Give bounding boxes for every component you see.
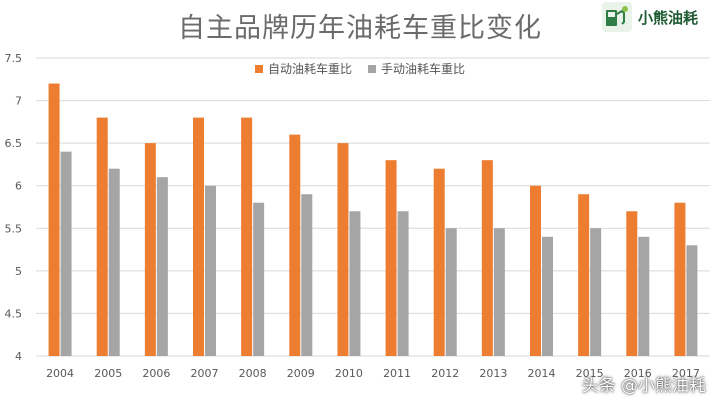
bar-auto bbox=[481, 160, 493, 356]
bar-auto bbox=[433, 168, 445, 356]
bar-auto bbox=[241, 117, 253, 356]
legend-swatch-manual bbox=[368, 64, 376, 73]
bar-auto bbox=[385, 160, 397, 356]
bar-auto bbox=[626, 211, 638, 356]
watermark: 头条 @小熊油耗 bbox=[581, 376, 706, 396]
x-tick-label: 2017 bbox=[672, 367, 700, 380]
bar-auto bbox=[289, 134, 301, 356]
x-tick-label: 2013 bbox=[479, 367, 507, 380]
bar-manual bbox=[590, 228, 602, 356]
x-tick-label: 2005 bbox=[94, 367, 122, 380]
x-tick-label: 2014 bbox=[528, 367, 556, 380]
y-tick-label: 4.5 bbox=[5, 307, 23, 320]
bar-manual bbox=[493, 228, 505, 356]
bar-auto bbox=[48, 83, 60, 357]
legend-item-manual: 手动油耗车重比 bbox=[368, 60, 465, 77]
x-tick-label: 2008 bbox=[239, 367, 267, 380]
bar-auto bbox=[96, 117, 108, 356]
bar-auto bbox=[193, 117, 204, 356]
bar-manual bbox=[156, 177, 168, 356]
y-tick-label: 4 bbox=[15, 350, 22, 363]
x-tick-label: 2004 bbox=[46, 367, 74, 380]
x-tick-label: 2007 bbox=[191, 367, 219, 380]
x-tick-label: 2016 bbox=[624, 367, 652, 380]
bar-auto bbox=[578, 194, 590, 356]
chart-title: 自主品牌历年油耗车重比变化 bbox=[178, 13, 542, 44]
legend-label-auto: 自动油耗车重比 bbox=[267, 62, 352, 76]
legend-swatch-auto bbox=[254, 64, 263, 73]
bar-manual bbox=[205, 185, 216, 356]
bar-manual bbox=[253, 202, 265, 356]
x-tick-label: 2010 bbox=[335, 367, 363, 380]
bar-manual bbox=[60, 151, 72, 356]
x-tick-label: 2015 bbox=[576, 367, 604, 380]
bar-auto bbox=[337, 143, 349, 356]
fuel-pump-icon bbox=[602, 2, 632, 32]
y-tick-label: 6.5 bbox=[5, 137, 23, 150]
x-tick-label: 2006 bbox=[142, 367, 170, 380]
bar-manual bbox=[301, 194, 313, 356]
x-tick-label: 2009 bbox=[287, 367, 315, 380]
y-tick-label: 5 bbox=[15, 265, 22, 278]
y-tick-label: 6 bbox=[15, 180, 22, 193]
brand-logo: 小熊油耗 bbox=[602, 2, 720, 32]
logo-text: 小熊油耗 bbox=[638, 8, 699, 27]
legend-item-auto: 自动油耗车重比 bbox=[254, 60, 352, 77]
bar-manual bbox=[349, 211, 361, 356]
chart-legend: 自动油耗车重比 手动油耗车重比 bbox=[0, 60, 720, 77]
bar-manual bbox=[638, 236, 650, 356]
bar-manual bbox=[686, 245, 698, 356]
bar-manual bbox=[445, 228, 457, 356]
bar-auto bbox=[144, 143, 156, 356]
bar-manual bbox=[108, 168, 120, 356]
x-tick-label: 2012 bbox=[431, 367, 459, 380]
bar-manual bbox=[542, 236, 553, 356]
y-tick-label: 7 bbox=[15, 95, 22, 108]
bar-auto bbox=[530, 185, 541, 356]
legend-label-manual: 手动油耗车重比 bbox=[381, 62, 466, 76]
y-tick-label: 5.5 bbox=[5, 222, 23, 235]
bar-auto bbox=[674, 202, 686, 356]
y-tick-label: 7.5 bbox=[5, 52, 23, 65]
bar-manual bbox=[397, 211, 409, 356]
x-tick-label: 2011 bbox=[383, 367, 411, 380]
